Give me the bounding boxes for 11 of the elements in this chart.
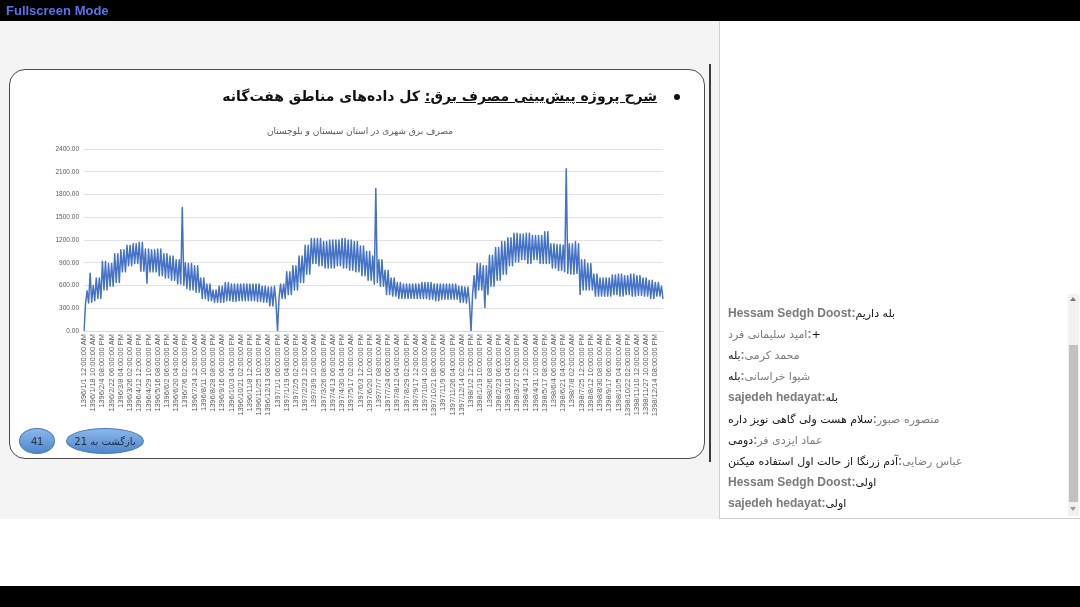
text: Fullscreen Mode [6, 3, 109, 18]
text: منصوره صبور:سلام هست ولی گاهی نویز داره [728, 411, 940, 426]
text: 41 [30, 435, 44, 447]
text: عماد ایزدی فر:دومی [728, 432, 823, 447]
text: امید سلیمانی فرد:+ [728, 327, 821, 342]
text: محمد کرمی:بله [728, 348, 800, 363]
text: عباس رضایی:آدم زرنگا از حالت اول استفاده میکنن [728, 453, 963, 468]
chart-subtitle: مصرف برق شهری در استان سیستان و بلوچستان [266, 126, 454, 137]
text: بازگشت به 21 [74, 435, 136, 447]
chart-title: شرح پروژه پیش‌بینی مصرف برق: کل داده‌های مناطق هفت‌گانه [222, 87, 657, 106]
text: شیوا خراسانی:بله [728, 369, 811, 384]
